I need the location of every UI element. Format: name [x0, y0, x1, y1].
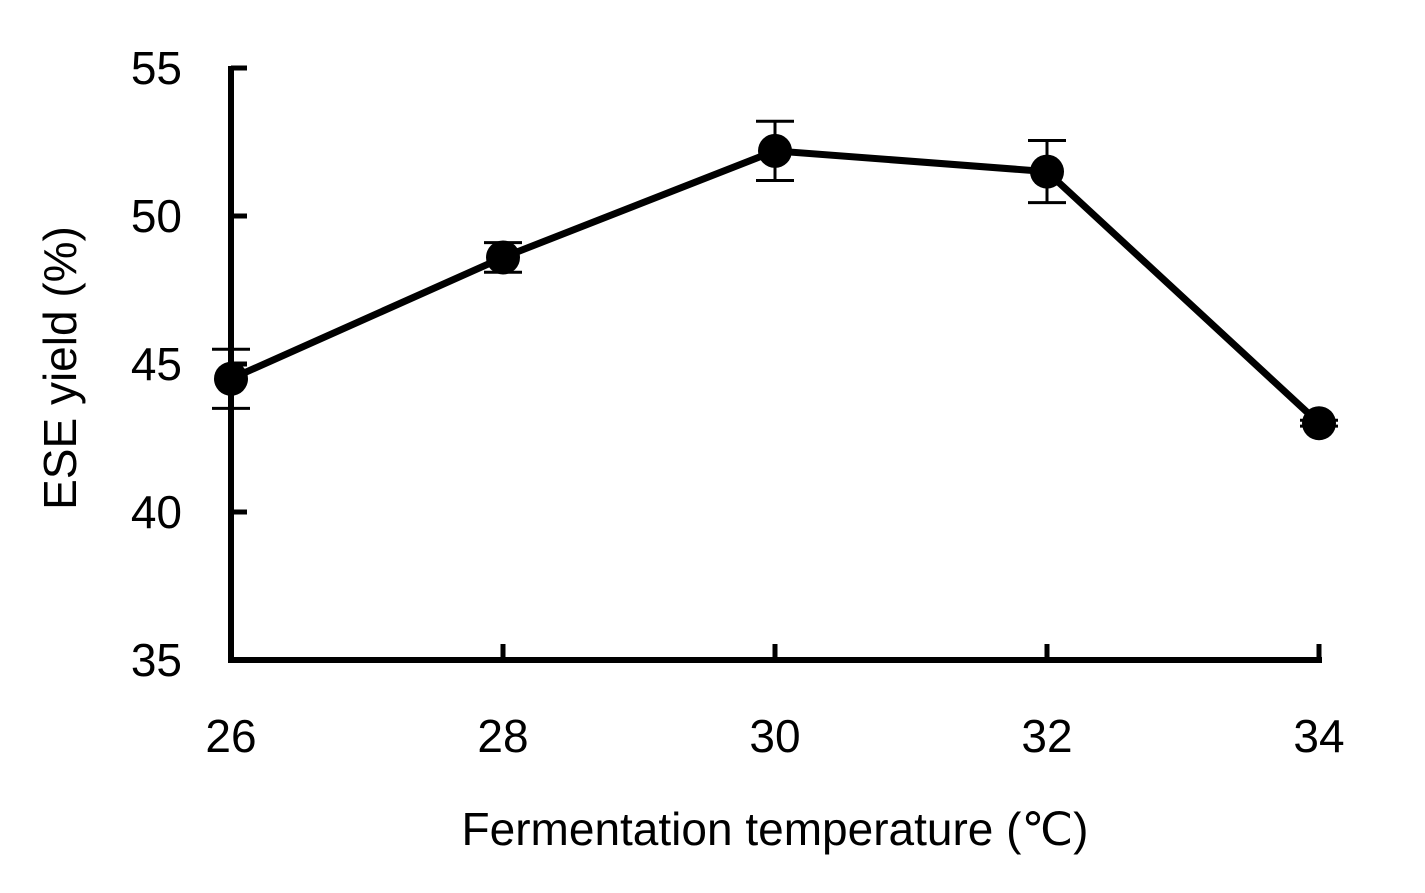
x-tick-label: 34	[1293, 710, 1344, 762]
data-series	[212, 119, 1338, 441]
y-axis-title: ESE yield (%)	[34, 226, 86, 510]
data-point-marker	[1030, 154, 1064, 189]
y-tick-label: 55	[131, 42, 182, 94]
data-point-marker	[486, 240, 520, 275]
x-tick-label: 30	[749, 710, 800, 762]
x-axis-title: Fermentation temperature (℃)	[462, 803, 1089, 855]
y-tick-label: 40	[131, 486, 182, 538]
data-point-marker	[214, 361, 248, 396]
y-tick-label: 45	[131, 338, 182, 390]
x-tick-label: 26	[205, 710, 256, 762]
series-line	[229, 147, 1322, 426]
y-axis: 35 40 45 50 55	[131, 42, 247, 686]
x-axis: 26 28 30 32 34	[205, 644, 1345, 762]
data-point-marker	[758, 133, 792, 168]
data-point-marker	[1302, 406, 1336, 441]
y-tick-label: 35	[131, 634, 182, 686]
x-tick-label: 32	[1021, 710, 1072, 762]
x-tick-label: 28	[477, 710, 528, 762]
y-tick-label: 50	[131, 190, 182, 242]
